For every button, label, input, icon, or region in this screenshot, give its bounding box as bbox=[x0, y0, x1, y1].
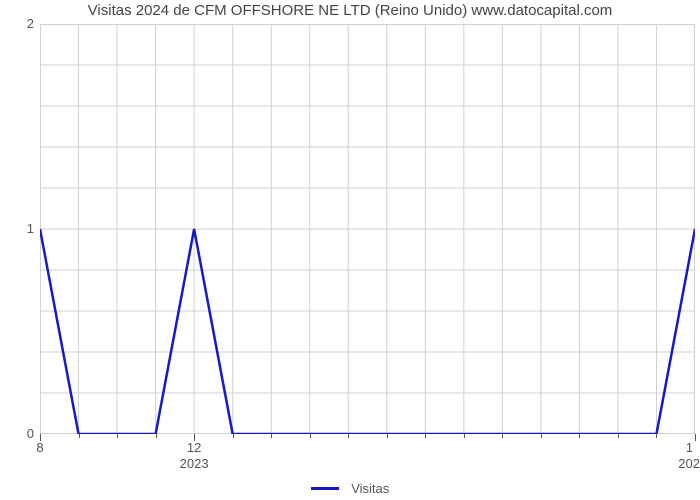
legend: Visitas bbox=[0, 480, 700, 498]
x-tick bbox=[425, 434, 426, 438]
x-tick bbox=[79, 434, 80, 438]
x-axis-year-label: 2023 bbox=[180, 456, 209, 471]
x-tick bbox=[310, 434, 311, 438]
x-tick bbox=[656, 434, 657, 438]
x-tick bbox=[117, 434, 118, 438]
x-tick bbox=[502, 434, 503, 438]
x-tick bbox=[464, 434, 465, 438]
x-tick bbox=[695, 434, 696, 441]
series-line bbox=[40, 229, 695, 434]
x-tick bbox=[156, 434, 157, 438]
x-axis-label: 8 bbox=[36, 440, 43, 455]
x-tick bbox=[348, 434, 349, 438]
legend-label: Visitas bbox=[351, 481, 389, 496]
chart-title: Visitas 2024 de CFM OFFSHORE NE LTD (Rei… bbox=[0, 2, 700, 19]
grid-group bbox=[40, 24, 695, 434]
x-tick bbox=[541, 434, 542, 438]
x-tick bbox=[194, 434, 195, 441]
x-tick bbox=[618, 434, 619, 438]
series-group bbox=[40, 229, 695, 434]
x-axis-label: 12 bbox=[187, 440, 201, 455]
y-axis-label: 2 bbox=[27, 16, 34, 31]
plot-area bbox=[40, 24, 695, 434]
x-tick bbox=[387, 434, 388, 438]
x-tick bbox=[271, 434, 272, 438]
x-axis-year-label: 202 bbox=[678, 456, 700, 471]
chart-container: { "chart": { "type": "line", "title": "V… bbox=[0, 0, 700, 500]
x-tick bbox=[579, 434, 580, 438]
x-tick bbox=[40, 434, 41, 441]
x-axis-label: 1 bbox=[686, 440, 693, 455]
legend-swatch bbox=[311, 487, 339, 490]
y-axis-label: 0 bbox=[27, 426, 34, 441]
y-axis-label: 1 bbox=[27, 221, 34, 236]
x-tick bbox=[233, 434, 234, 438]
